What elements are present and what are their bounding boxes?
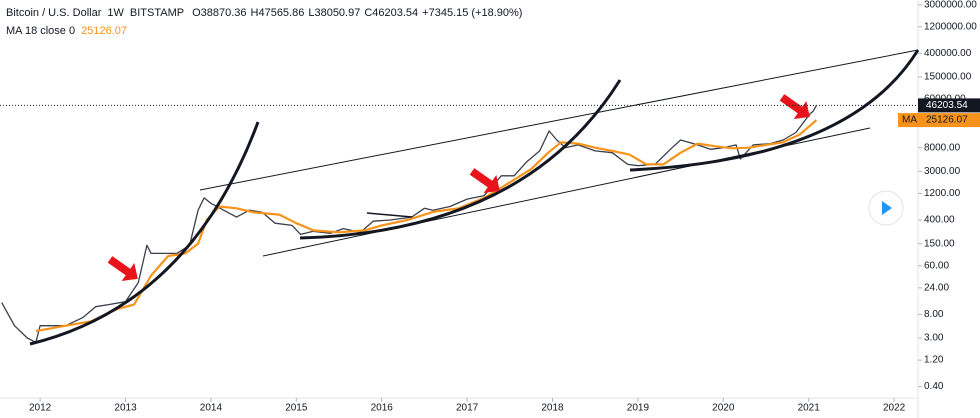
- x-tick-label: 2017: [456, 403, 479, 414]
- y-tick-label: 3.00: [924, 333, 944, 344]
- x-tick-label: 2019: [627, 403, 650, 414]
- play-button[interactable]: [868, 190, 904, 226]
- y-tick-label: 8000.00: [924, 142, 961, 153]
- y-tick-label: 1.20: [924, 355, 944, 366]
- ma-name-label: MA: [902, 115, 917, 126]
- y-tick-label: 3000000.00: [924, 0, 977, 10]
- curve: [299, 79, 622, 240]
- curve: [29, 121, 260, 346]
- ma-value-label: 25126.07: [926, 115, 968, 126]
- y-tick-label: 60.00: [924, 260, 949, 271]
- y-tick-label: 24.00: [924, 282, 949, 293]
- exchange: BITSTAMP: [130, 7, 184, 19]
- y-tick-label: 1200000.00: [924, 21, 977, 32]
- indicator-name: MA 18 close 0: [6, 25, 75, 37]
- ma-name-box: [898, 113, 918, 128]
- indicator-value: 25126.07: [81, 25, 127, 37]
- y-tick-label: 150.00: [924, 238, 955, 249]
- arrow: [107, 256, 138, 282]
- open: O38870.36: [192, 7, 246, 19]
- y-tick-label: 400.00: [924, 215, 955, 226]
- trend-line: [366, 212, 413, 218]
- play-icon[interactable]: [882, 201, 892, 215]
- last-price-label: 46203.54: [926, 100, 968, 111]
- curve: [629, 49, 920, 172]
- y-tick-label: 1200.00: [924, 188, 961, 199]
- indicator-legend: MA 18 close 0 25126.07: [6, 25, 127, 37]
- price-line: [1, 105, 817, 344]
- arrow: [779, 94, 810, 120]
- x-tick-label: 2016: [371, 403, 394, 414]
- ma-line: [35, 119, 818, 333]
- interval: 1W: [107, 7, 124, 19]
- x-tick-label: 2015: [285, 403, 308, 414]
- y-tick-label: 150000.00: [924, 72, 972, 83]
- high: H47565.86: [251, 7, 305, 19]
- y-tick-label: 8.00: [924, 309, 944, 320]
- last-price-box: [918, 98, 980, 113]
- x-tick-label: 2014: [200, 403, 223, 414]
- y-tick-label: 400000.00: [924, 48, 972, 59]
- x-tick-label: 2022: [883, 403, 906, 414]
- low: L38050.97: [308, 7, 360, 19]
- x-tick-label: 2020: [712, 403, 735, 414]
- x-tick-label: 2012: [29, 403, 52, 414]
- x-tick-label: 2021: [798, 403, 821, 414]
- drawings: [29, 49, 920, 346]
- x-tick-label: 2018: [541, 403, 564, 414]
- symbol: Bitcoin / U.S. Dollar: [6, 7, 102, 19]
- arrow: [469, 168, 500, 194]
- legend-title: Bitcoin / U.S. Dollar 1W BITSTAMP O38870.36…: [6, 7, 522, 19]
- close: C46203.54: [364, 7, 418, 19]
- ma-value-box: [918, 113, 980, 128]
- trend-line: [199, 49, 919, 191]
- change: +7345.15 (+18.90%): [422, 7, 522, 19]
- y-tick-label: 0.40: [924, 381, 944, 392]
- x-tick-label: 2013: [114, 403, 137, 414]
- arrows: [107, 94, 810, 282]
- y-tick-label: 3000.00: [924, 166, 961, 177]
